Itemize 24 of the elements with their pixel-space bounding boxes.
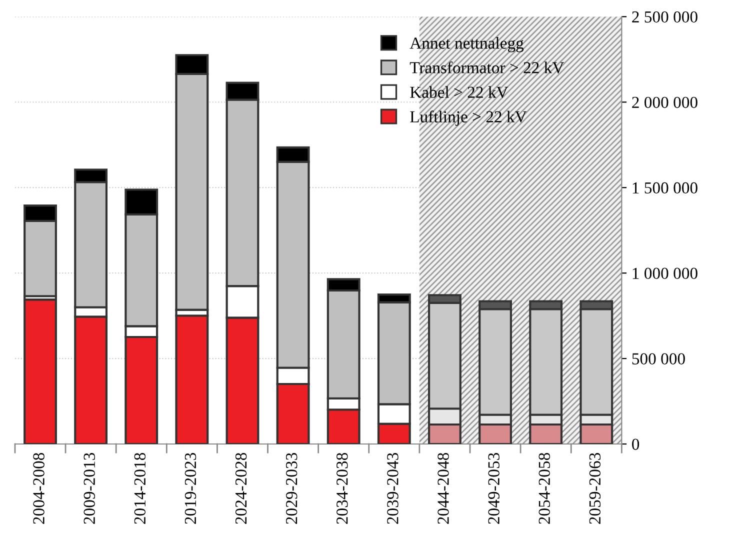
y-tick-label: 1 500 000 — [632, 182, 698, 194]
legend-label: Annet nettnalegg — [410, 37, 524, 52]
x-tick-label: 2039-2043 — [387, 452, 398, 524]
x-tick-label: 2019-2023 — [184, 452, 196, 524]
x-tick-label: 2054-2058 — [538, 452, 550, 524]
x-tick-label: 2024-2028 — [235, 452, 247, 524]
x-tick-label: 2014-2018 — [134, 452, 146, 524]
bar — [24, 298, 57, 444]
x-tick-label: 2004-2008 — [33, 452, 44, 524]
x-tick-label: 2034-2038 — [336, 452, 348, 524]
legend-label: Kabel > 22 kV — [410, 86, 508, 98]
y-tick-label: 0 — [632, 438, 640, 450]
legend-label: Transformator > 22 kV — [410, 61, 564, 74]
y-tick-label: 1 000 000 — [632, 268, 698, 280]
x-tick-label: 2059-2063 — [589, 452, 601, 524]
x-tick-label: 2044-2048 — [438, 452, 449, 524]
y-tick-label: 2 500 000 — [632, 11, 698, 23]
legend-label: Luftlinje > 22 kV — [410, 110, 527, 126]
x-tick-label: 2049-2053 — [488, 452, 500, 524]
y-tick-label: 2 000 000 — [632, 96, 698, 108]
x-tick-label: 2029-2033 — [286, 452, 298, 524]
y-tick-label: 500 000 — [632, 353, 685, 364]
bar — [175, 314, 209, 444]
x-tick-label: 2009-2013 — [84, 452, 95, 524]
